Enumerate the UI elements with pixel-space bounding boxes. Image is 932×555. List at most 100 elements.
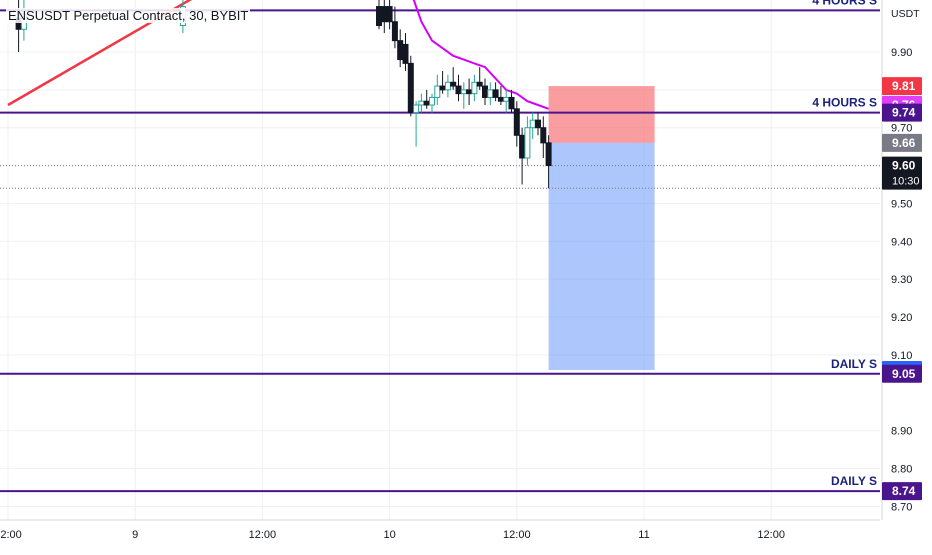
candle	[439, 70, 446, 94]
candle-body	[529, 119, 536, 129]
price-badge	[882, 364, 922, 383]
y-tick-label: 9.30	[891, 274, 912, 286]
candle-body	[455, 85, 462, 95]
candle	[519, 127, 526, 185]
candle-body	[540, 127, 547, 144]
candle-body	[407, 62, 414, 114]
candle	[397, 29, 404, 68]
price-badge-text: 9.81	[892, 79, 916, 93]
candle-body	[471, 81, 478, 95]
candle-body	[460, 89, 467, 95]
stop-loss-zone	[548, 86, 655, 143]
candle-body	[386, 6, 393, 23]
candle-body	[524, 127, 531, 159]
candle	[413, 101, 420, 147]
price-badge-text: 9.05	[892, 367, 916, 381]
take-profit-zone	[548, 142, 655, 371]
support-line-label: 4 HOURS S	[812, 0, 877, 7]
y-tick-label: 8.70	[891, 501, 912, 513]
candle-body	[503, 96, 510, 102]
y-tick-label: 9.40	[891, 236, 912, 248]
candle	[466, 78, 473, 106]
price-badge	[882, 156, 922, 190]
candle	[381, 0, 388, 34]
price-badge	[882, 133, 922, 152]
candle-body	[497, 96, 504, 102]
candle-body	[545, 142, 552, 167]
candle-body	[423, 100, 430, 106]
candle	[503, 89, 510, 113]
candle-body	[402, 43, 409, 64]
candle-body	[466, 89, 473, 95]
candle	[508, 89, 515, 113]
candle	[450, 67, 457, 90]
candle	[540, 116, 547, 159]
chart-title: ENSUSDT Perpetual Contract, 30, BYBIT	[6, 8, 251, 23]
x-tick-label: 12:00	[249, 529, 277, 541]
candle	[418, 93, 425, 113]
candle	[476, 67, 483, 90]
candle-body	[476, 81, 483, 87]
candle	[429, 93, 435, 113]
candle-body	[439, 85, 446, 91]
x-tick-label: 12:00	[757, 529, 785, 541]
candle	[487, 82, 494, 106]
y-tick-label: 8.90	[891, 426, 912, 438]
support-line-label: DAILY S	[831, 474, 877, 488]
price-badge	[882, 103, 922, 122]
candle	[535, 112, 541, 136]
candle	[513, 101, 520, 147]
candle-body	[487, 89, 494, 98]
candle	[386, 0, 393, 30]
price-badge-text: 9.74	[892, 106, 916, 120]
candle-body	[450, 81, 457, 87]
candle-body	[508, 96, 515, 110]
candle	[407, 55, 414, 117]
x-tick-label: 11	[638, 529, 649, 541]
candle	[444, 74, 451, 98]
candle-body	[418, 100, 425, 106]
candle	[482, 78, 488, 106]
price-badge-subtext: 10:30	[892, 176, 920, 188]
x-tick-label: 10	[383, 529, 395, 541]
support-line-label: 4 HOURS S	[812, 96, 877, 110]
candle	[497, 86, 504, 106]
y-tick-label: 9.70	[891, 123, 912, 135]
price-badge-text: 9.66	[892, 136, 916, 150]
candle-body	[397, 40, 404, 61]
candle-body	[381, 6, 388, 23]
price-badge-text: 9.60	[892, 159, 916, 173]
candle	[524, 116, 531, 166]
moving-average-line	[412, 0, 549, 110]
candle-body	[482, 85, 488, 98]
y-tick-label: 9.50	[891, 198, 912, 210]
price-badge	[882, 77, 922, 96]
y-tick-label: 8.80	[891, 463, 912, 475]
x-tick-label: 12:00	[503, 529, 531, 541]
currency-label: USDT	[891, 8, 920, 20]
x-tick-label: 12:00	[0, 529, 22, 541]
candle-body	[376, 6, 382, 26]
candle	[492, 82, 499, 102]
trend-line	[7, 0, 193, 107]
candle	[455, 74, 462, 102]
candle-body	[492, 89, 499, 98]
candle-body	[391, 21, 398, 42]
candle-body	[444, 81, 451, 91]
candle	[460, 82, 467, 109]
price-badge-text: 8.74	[892, 484, 916, 498]
candle	[545, 135, 552, 189]
candle	[391, 6, 398, 49]
candle	[376, 0, 382, 30]
y-tick-label: 9.10	[891, 350, 912, 362]
candle	[423, 89, 430, 109]
candle	[434, 74, 441, 106]
candle-body	[434, 85, 441, 98]
price-badge	[882, 482, 922, 501]
candle-body	[513, 108, 520, 136]
plot-area: 4 HOURS S DAILY S DAILY S 4 HOURS S	[0, 0, 880, 520]
candle-body	[429, 96, 435, 106]
candle-body	[413, 104, 420, 114]
